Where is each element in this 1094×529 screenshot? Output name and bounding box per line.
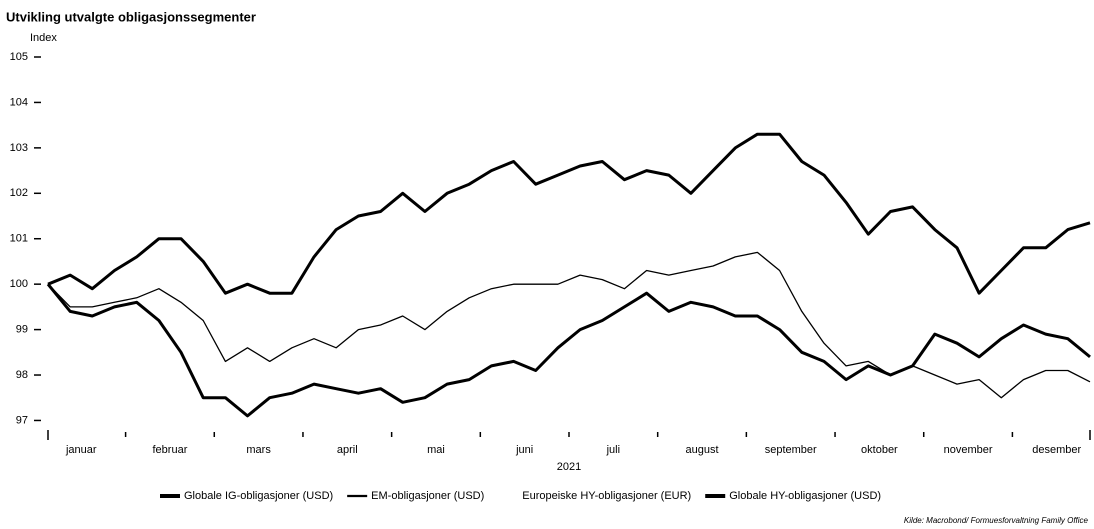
x-tick-label: juli [606, 444, 620, 456]
x-tick-label: januar [65, 444, 97, 456]
y-tick-label: 99 [16, 323, 28, 335]
series-line [46, 283, 1091, 418]
x-tick-label: mars [246, 444, 271, 456]
legend-label: Globale HY-obligasjoner (USD) [729, 490, 881, 502]
x-tick-label: august [686, 444, 719, 456]
y-tick-label: 104 [10, 96, 28, 108]
legend-label: EM-obligasjoner (USD) [371, 490, 484, 502]
series-line [47, 251, 1091, 399]
x-tick-label: juni [515, 444, 533, 456]
x-tick-label: oktober [861, 444, 898, 456]
x-tick-label: desember [1032, 444, 1081, 456]
y-tick-label: 103 [10, 142, 28, 154]
source: Kilde: Macrobond/ Formuesforvaltning Fam… [904, 516, 1089, 525]
y-tick-label: 101 [10, 233, 28, 245]
legend-label: Globale IG-obligasjoner (USD) [184, 490, 333, 502]
x-tick-label: april [337, 444, 358, 456]
x-axis-label: 2021 [557, 461, 581, 473]
y-tick-label: 98 [16, 369, 28, 381]
x-tick-label: november [944, 444, 993, 456]
y-tick-label: 102 [10, 187, 28, 199]
y-tick-label: 105 [10, 51, 28, 63]
series-line [47, 132, 1091, 295]
x-tick-label: februar [153, 444, 188, 456]
y-axis-label: Index [30, 32, 57, 44]
y-tick-label: 100 [10, 278, 28, 290]
legend-label: Europeiske HY-obligasjoner (EUR) [522, 490, 691, 502]
x-tick-label: mai [427, 444, 445, 456]
x-tick-label: september [765, 444, 817, 456]
y-tick-label: 97 [16, 414, 28, 426]
chart-title: Utvikling utvalgte obligasjonssegmenter [6, 9, 256, 24]
